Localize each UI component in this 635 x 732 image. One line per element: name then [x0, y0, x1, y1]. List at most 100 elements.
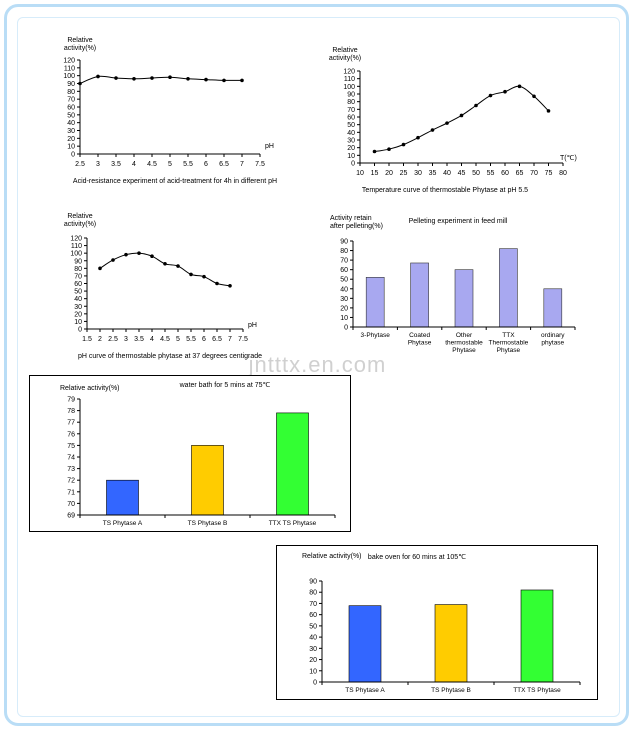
ph-x-tick-label: 3	[124, 336, 128, 343]
bake-y-tick-label: 0	[313, 680, 317, 687]
temp-x-tick-label: 65	[516, 170, 524, 177]
temp-y-tick-label: 120	[343, 69, 355, 76]
ph-y-tick-label: 40	[74, 296, 82, 303]
temp-data-point	[459, 113, 464, 118]
water-y-tick-label: 72	[67, 478, 75, 485]
temp-x-axis-label: T(℃)	[560, 155, 577, 162]
water-bar	[276, 412, 309, 516]
pellet-category-label: ordinary	[541, 332, 565, 339]
water-category-label: TS Phytase B	[188, 520, 228, 527]
acid-data-point	[168, 75, 172, 80]
pellet-y-tick-label: 70	[340, 258, 348, 265]
ph-x-tick-label: 5	[176, 336, 180, 343]
acid-x-tick-label: 4	[132, 161, 136, 168]
temp-x-tick-label: 60	[501, 170, 509, 177]
bake-y-tick-label: 40	[309, 635, 317, 642]
acid-y-tick-label: 60	[67, 105, 75, 112]
bake-y-tick-label: 60	[309, 612, 317, 619]
bake-y-tick-label: 30	[309, 646, 317, 653]
acid-x-axis-label: pH	[265, 143, 274, 150]
acid-y-tick-label: 40	[67, 120, 75, 127]
ph-data-point	[202, 274, 206, 279]
water-bar	[106, 479, 139, 516]
ph-y-tick-label: 70	[74, 273, 82, 280]
ph-data-point	[111, 258, 115, 262]
acid-x-tick-label: 2.5	[75, 161, 85, 168]
ph-data-point	[228, 283, 232, 288]
water-y-axis-label: Relative activity(%)	[60, 385, 120, 392]
ph-x-axis-label: pH	[248, 322, 257, 329]
pellet-title: Pelleting experiment in feed mill	[409, 218, 508, 225]
ph-caption: pH curve of thermostable phytase at 37 d…	[78, 353, 262, 360]
bake-y-tick-label: 80	[309, 590, 317, 597]
acid-series-line	[79, 75, 243, 84]
ph-x-tick-label: 5.5	[186, 336, 196, 343]
ph-y-tick-label: 10	[74, 319, 82, 326]
temp-x-tick-label: 45	[458, 170, 466, 177]
temp-x-tick-label: 70	[530, 170, 538, 177]
temp-y-tick-label: 110	[344, 76, 355, 83]
pellet-category-label: Phytase	[408, 340, 432, 347]
bake-y-tick-label: 90	[309, 579, 317, 586]
page-frame-inner	[17, 17, 620, 717]
acid-data-point	[150, 76, 154, 80]
acid-y-tick-label: 80	[67, 89, 75, 96]
pellet-category-label: Other	[456, 332, 473, 339]
temp-data-point	[474, 103, 478, 108]
acid-resistance-chart: 0 10 20 30 40 50 60 70 80 90 100 110 120 2.5 3 3.5 4 4.5 5…	[40, 30, 300, 195]
temp-y-tick-label: 80	[347, 99, 355, 106]
temp-y-axis-label: activity(%)	[329, 55, 361, 62]
pellet-y-tick-label: 30	[340, 296, 348, 303]
temperature-curve-chart: 0 10 20 30 40 50 60 70 80 90 100 110 120 10 15 20 25 30 35…	[320, 40, 590, 205]
bake-y-tick-label: 70	[309, 601, 317, 608]
acid-y-tick-label: 10	[67, 144, 75, 151]
acid-y-axis-label: activity(%)	[64, 45, 96, 52]
acid-x-tick-label: 5	[168, 161, 172, 168]
pellet-bar	[365, 277, 385, 328]
bake-bar	[348, 605, 382, 683]
temp-y-tick-label: 20	[347, 145, 355, 152]
temp-x-tick-label: 15	[371, 170, 379, 177]
ph-data-point	[98, 266, 102, 271]
acid-x-tick-label: 7.5	[255, 161, 265, 168]
acid-data-point	[186, 77, 190, 81]
bake-y-tick-label: 10	[309, 668, 317, 675]
temp-x-tick-label: 40	[443, 170, 451, 177]
bake-category-label: TTX TS Phytase	[513, 687, 561, 694]
ph-x-tick-label: 7.5	[238, 336, 248, 343]
ph-y-tick-label: 50	[74, 289, 82, 296]
temp-x-tick-label: 10	[356, 170, 364, 177]
pellet-y-tick-label: 50	[340, 277, 348, 284]
water-y-tick-label: 77	[67, 420, 75, 427]
ph-data-point	[137, 251, 141, 255]
water-y-tick-label: 78	[67, 408, 75, 415]
acid-y-tick-label: 90	[67, 81, 75, 88]
acid-x-tick-label: 6.5	[219, 161, 229, 168]
pellet-y-axis-label: after pelleting(%)	[330, 223, 383, 230]
temp-x-tick-label: 25	[400, 170, 408, 177]
water-y-tick-label: 74	[67, 455, 75, 462]
ph-data-point	[189, 272, 193, 277]
bake-y-tick-label: 50	[309, 623, 317, 630]
acid-data-point	[204, 77, 208, 82]
temp-data-point	[387, 147, 391, 151]
temp-data-point	[416, 135, 420, 140]
ph-data-point	[124, 252, 128, 257]
pellet-y-tick-label: 60	[340, 267, 348, 274]
acid-data-point	[96, 74, 100, 79]
pellet-bar	[454, 269, 474, 328]
temp-data-point	[546, 109, 551, 113]
ph-x-tick-label: 4	[150, 336, 154, 343]
temp-y-tick-label: 50	[347, 122, 355, 129]
temp-data-point	[488, 93, 493, 98]
temp-x-tick-label: 30	[414, 170, 422, 177]
ph-x-tick-label: 3.5	[134, 336, 144, 343]
ph-data-point	[176, 264, 180, 268]
ph-y-tick-label: 110	[71, 243, 82, 250]
ph-y-tick-label: 90	[74, 258, 82, 265]
bake-bar	[434, 604, 468, 683]
pellet-bar	[410, 262, 429, 328]
